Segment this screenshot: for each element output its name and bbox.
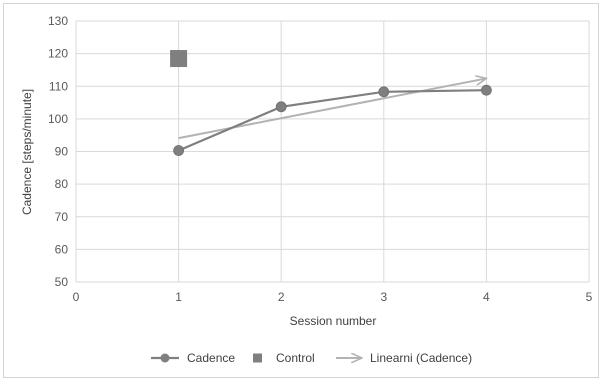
y-tick-label: 50 bbox=[55, 275, 69, 289]
x-axis-title: Session number bbox=[290, 314, 377, 328]
y-tick-label: 100 bbox=[48, 112, 68, 126]
y-tick-label: 80 bbox=[55, 177, 69, 191]
data-point-cadence bbox=[275, 101, 287, 113]
x-tick-label: 5 bbox=[586, 290, 593, 304]
series-layer bbox=[170, 50, 492, 156]
axes-layer: 50 60 70 80 90 100 110 120 130 0 1 2 3 4 5 bbox=[48, 14, 593, 304]
x-tick-label: 4 bbox=[483, 290, 490, 304]
chart-frame bbox=[3, 3, 599, 378]
legend: Cadence Control Linearni (Cadence) bbox=[151, 351, 472, 365]
data-point-cadence bbox=[378, 86, 390, 98]
grid-layer bbox=[75, 20, 590, 283]
legend-label-cadence: Cadence bbox=[187, 351, 235, 365]
legend-marker-control bbox=[253, 353, 262, 363]
legend-label-control: Control bbox=[276, 351, 315, 365]
x-tick-label: 0 bbox=[73, 290, 80, 304]
y-tick-label: 110 bbox=[49, 79, 68, 93]
y-tick-label: 60 bbox=[55, 242, 69, 256]
y-axis-title: Cadence [steps/minute] bbox=[20, 89, 34, 215]
x-tick-label: 3 bbox=[380, 290, 387, 304]
x-tick-label: 2 bbox=[278, 290, 285, 304]
y-tick-label: 130 bbox=[48, 14, 68, 28]
trendline-linearni-cadence bbox=[178, 78, 487, 140]
data-point-cadence bbox=[173, 145, 185, 156]
x-tick-label: 1 bbox=[175, 290, 182, 304]
series-line-cadence bbox=[178, 89, 487, 152]
legend-label-trendline: Linearni (Cadence) bbox=[370, 351, 472, 365]
y-tick-label: 90 bbox=[55, 145, 69, 159]
legend-marker-cadence bbox=[160, 353, 170, 363]
data-point-control bbox=[170, 50, 188, 68]
data-point-cadence bbox=[480, 84, 492, 96]
y-tick-label: 70 bbox=[55, 210, 69, 224]
y-tick-label: 120 bbox=[48, 47, 68, 61]
